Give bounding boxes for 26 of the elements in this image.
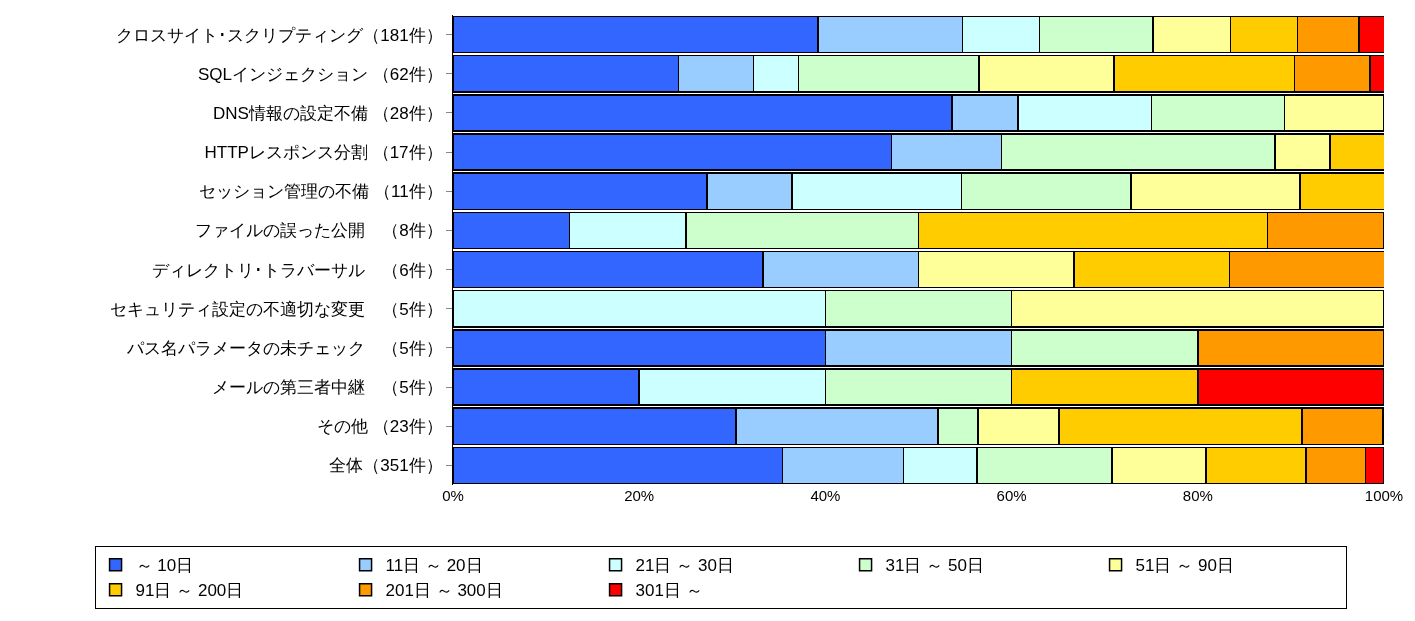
legend-label: 91日 ～ 200日: [135, 581, 244, 601]
y-tick-label: セッション管理の不備 （11件）: [199, 182, 443, 202]
y-tick-label: セキュリティ設定の不適切な変更 （5件）: [110, 299, 443, 319]
legend-label: ～ 10日: [135, 556, 194, 576]
legend-label: 21日 ～ 30日: [635, 556, 734, 576]
legend-label: 11日 ～ 20日: [385, 556, 483, 576]
x-tick-label: 40%: [810, 487, 841, 504]
x-tick-label: 80%: [1182, 487, 1213, 504]
legend-label: 51日 ～ 90日: [1135, 556, 1234, 576]
legend-label: 31日 ～ 50日: [885, 556, 984, 576]
y-tick-label: HTTPレスポンス分割 （17件）: [204, 143, 443, 163]
y-tick-label: その他 （23件）: [316, 417, 443, 437]
x-tick-label: 60%: [996, 487, 1027, 504]
y-tick-label: ファイルの誤った公開 （8件）: [195, 221, 443, 241]
legend-label: 201日 ～ 300日: [385, 581, 503, 601]
y-tick-label: SQLインジェクション （62件）: [197, 64, 443, 84]
y-tick-label: クロスサイト･スクリプティング（181件）: [116, 25, 443, 45]
y-tick-label: 全体（351件）: [329, 456, 443, 476]
y-tick-label: ディレクトリ･トラバーサル （6件）: [152, 260, 443, 280]
x-tick-label: 100%: [1364, 487, 1404, 504]
x-tick-label: 0%: [442, 487, 464, 504]
legend-label: 301日 ～: [635, 581, 703, 601]
y-tick-label: メールの第三者中継 （5件）: [212, 378, 443, 398]
y-tick-label: DNS情報の設定不備 （28件）: [213, 103, 443, 123]
y-tick-label: パス名パラメータの未チェック （5件）: [126, 338, 443, 358]
x-tick-label: 20%: [624, 487, 655, 504]
